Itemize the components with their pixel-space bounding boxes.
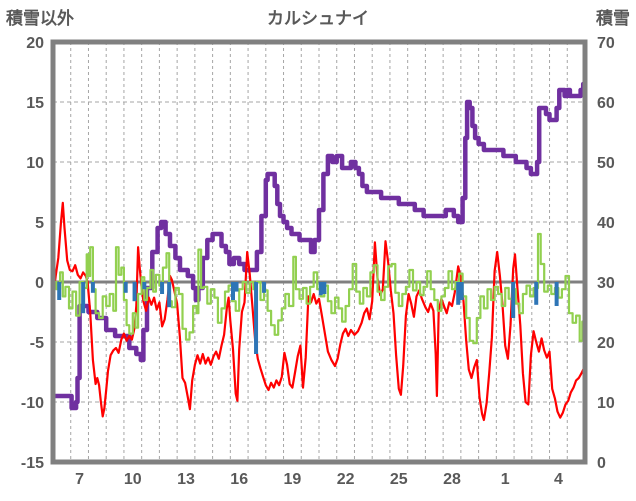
y-right-tick-label: 50	[597, 155, 615, 172]
x-tick-label: 22	[337, 471, 355, 488]
y-left-tick-label: 5	[35, 215, 44, 232]
y-left-tick-label: -5	[30, 335, 44, 352]
y-right-tick-label: 60	[597, 95, 615, 112]
x-tick-label: 4	[554, 471, 563, 488]
y-left-tick-label: 15	[26, 95, 44, 112]
y-right-tick-label: 20	[597, 335, 615, 352]
y-left-tick-label: -10	[21, 395, 44, 412]
plot-border	[50, 39, 588, 465]
y-left-tick-label: 20	[26, 35, 44, 52]
x-tick-label: 7	[75, 471, 84, 488]
series-green-step	[51, 232, 587, 345]
x-tick-label: 13	[177, 471, 195, 488]
y-left-tick-label: 10	[26, 155, 44, 172]
x-tick-label: 19	[284, 471, 302, 488]
y-right-tick-label: 40	[597, 215, 615, 232]
y-right-tick-label: 0	[597, 455, 606, 472]
left-axis-title: 積雪以外	[6, 9, 74, 28]
chart-title: カルシュナイ	[267, 9, 369, 28]
x-tick-label: 25	[390, 471, 408, 488]
y-right-tick-label: 10	[597, 395, 615, 412]
right-axis-title: 積雪	[596, 9, 630, 28]
y-right-tick-label: 30	[597, 275, 615, 292]
x-tick-label: 16	[230, 471, 248, 488]
x-tick-label: 28	[443, 471, 461, 488]
x-tick-label: 10	[124, 471, 142, 488]
y-left-tick-label: 0	[35, 275, 44, 292]
y-right-tick-label: 70	[597, 35, 615, 52]
y-left-tick-label: -15	[21, 455, 44, 472]
x-tick-label: 1	[501, 471, 510, 488]
series-purple-snow-depth	[50, 81, 588, 411]
